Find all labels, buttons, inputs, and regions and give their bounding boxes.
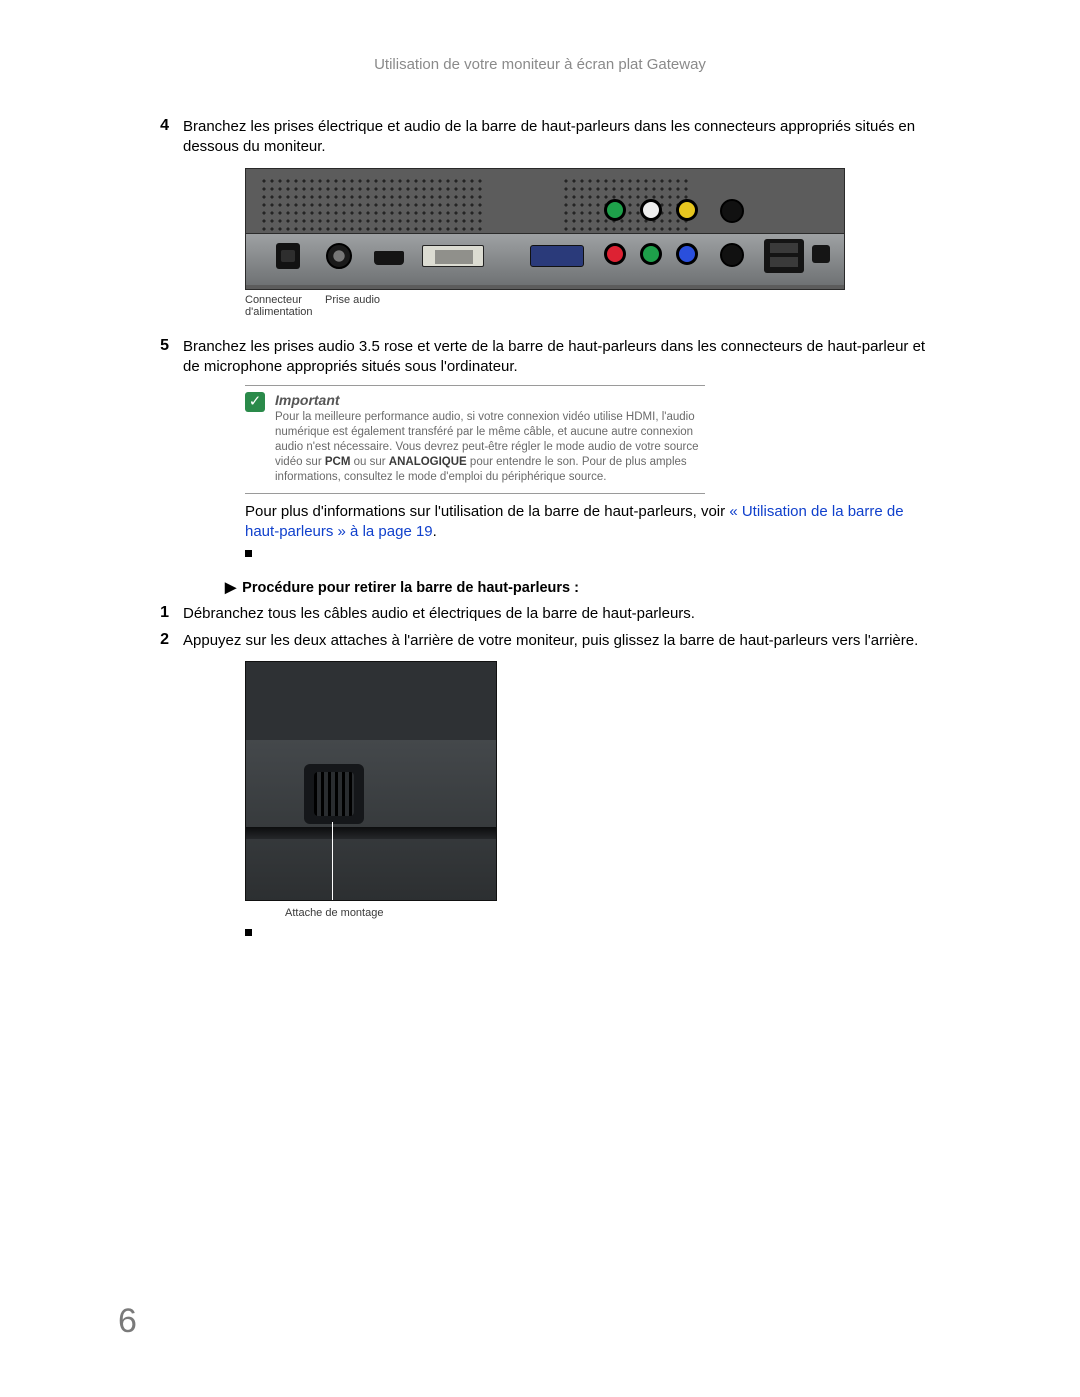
page-number: 6 bbox=[118, 1302, 137, 1341]
proc-step-1-text: Débranchez tous les câbles audio et élec… bbox=[183, 604, 935, 624]
rca-green-icon bbox=[640, 243, 662, 265]
section-end-marker-icon bbox=[245, 550, 252, 557]
important-heading: Important bbox=[275, 392, 705, 408]
label-audio-jack: Prise audio bbox=[325, 294, 387, 319]
svideo-top-icon bbox=[720, 199, 744, 223]
triangle-bullet-icon: ▶ bbox=[225, 580, 236, 596]
step-5-text: Branchez les prises audio 3.5 rose et ve… bbox=[183, 337, 935, 378]
svideo-icon bbox=[720, 243, 744, 267]
proc-step-1-number: 1 bbox=[145, 604, 183, 624]
imp-bold-analog: ANALOGIQUE bbox=[389, 456, 467, 468]
step-5-row: 5 Branchez les prises audio 3.5 rose et … bbox=[145, 337, 935, 378]
dvi-port-icon bbox=[422, 245, 484, 267]
more-info-paragraph: Pour plus d'informations sur l'utilisati… bbox=[245, 502, 935, 543]
proc-step-2-row: 2 Appuyez sur les deux attaches à l'arri… bbox=[145, 631, 935, 651]
step-4-text: Branchez les prises électrique et audio … bbox=[183, 117, 935, 158]
more-info-pre: Pour plus d'informations sur l'utilisati… bbox=[245, 503, 729, 520]
more-info-post: . bbox=[433, 523, 437, 540]
step-4-number: 4 bbox=[145, 117, 183, 158]
step-4-row: 4 Branchez les prises électrique et audi… bbox=[145, 117, 935, 158]
proc-step-2-number: 2 bbox=[145, 631, 183, 651]
figure1-labels: Connecteur d'alimentation Prise audio bbox=[245, 294, 935, 319]
speaker-bar-edge bbox=[246, 827, 496, 839]
imp-bold-pcm: PCM bbox=[325, 456, 351, 468]
rca-red-icon bbox=[604, 243, 626, 265]
figure-connector-panel bbox=[245, 168, 845, 290]
label-power-connector: Connecteur d'alimentation bbox=[245, 294, 307, 319]
rca-yellow-top-icon bbox=[676, 199, 698, 221]
vent-pattern-left bbox=[260, 177, 486, 231]
figure2-label: Attache de montage bbox=[285, 907, 935, 919]
procedure-title-text: Procédure pour retirer la barre de haut-… bbox=[242, 580, 579, 596]
rca-blue-icon bbox=[676, 243, 698, 265]
audio-jack-icon bbox=[326, 243, 352, 269]
page-header: Utilisation de votre moniteur à écran pl… bbox=[145, 56, 935, 73]
proc-step-1-row: 1 Débranchez tous les câbles audio et él… bbox=[145, 604, 935, 624]
hdmi-port-icon bbox=[374, 251, 404, 265]
proc-step-2-text: Appuyez sur les deux attaches à l'arrièr… bbox=[183, 631, 935, 651]
mounting-clip-icon bbox=[304, 764, 364, 824]
rca-white-top-icon bbox=[640, 199, 662, 221]
imp-body-mid: ou sur bbox=[350, 456, 388, 468]
vga-port-icon bbox=[530, 245, 584, 267]
step-5-number: 5 bbox=[145, 337, 183, 378]
usb-a-ports-icon bbox=[764, 239, 804, 273]
monitor-back-surface bbox=[246, 740, 496, 900]
callout-line-icon bbox=[332, 822, 333, 901]
power-connector-icon bbox=[276, 243, 300, 269]
important-note-box: ✓ Important Pour la meilleure performanc… bbox=[245, 385, 705, 494]
important-body: Pour la meilleure performance audio, si … bbox=[275, 410, 705, 485]
checkmark-icon: ✓ bbox=[245, 392, 265, 412]
rca-green-top-icon bbox=[604, 199, 626, 221]
section-end-marker-2-icon bbox=[245, 929, 252, 936]
figure-mounting-clip bbox=[245, 661, 497, 901]
usb-b-port-icon bbox=[812, 245, 830, 263]
procedure-heading: ▶ Procédure pour retirer la barre de haut… bbox=[225, 580, 935, 596]
vent-pattern-right bbox=[562, 177, 688, 231]
